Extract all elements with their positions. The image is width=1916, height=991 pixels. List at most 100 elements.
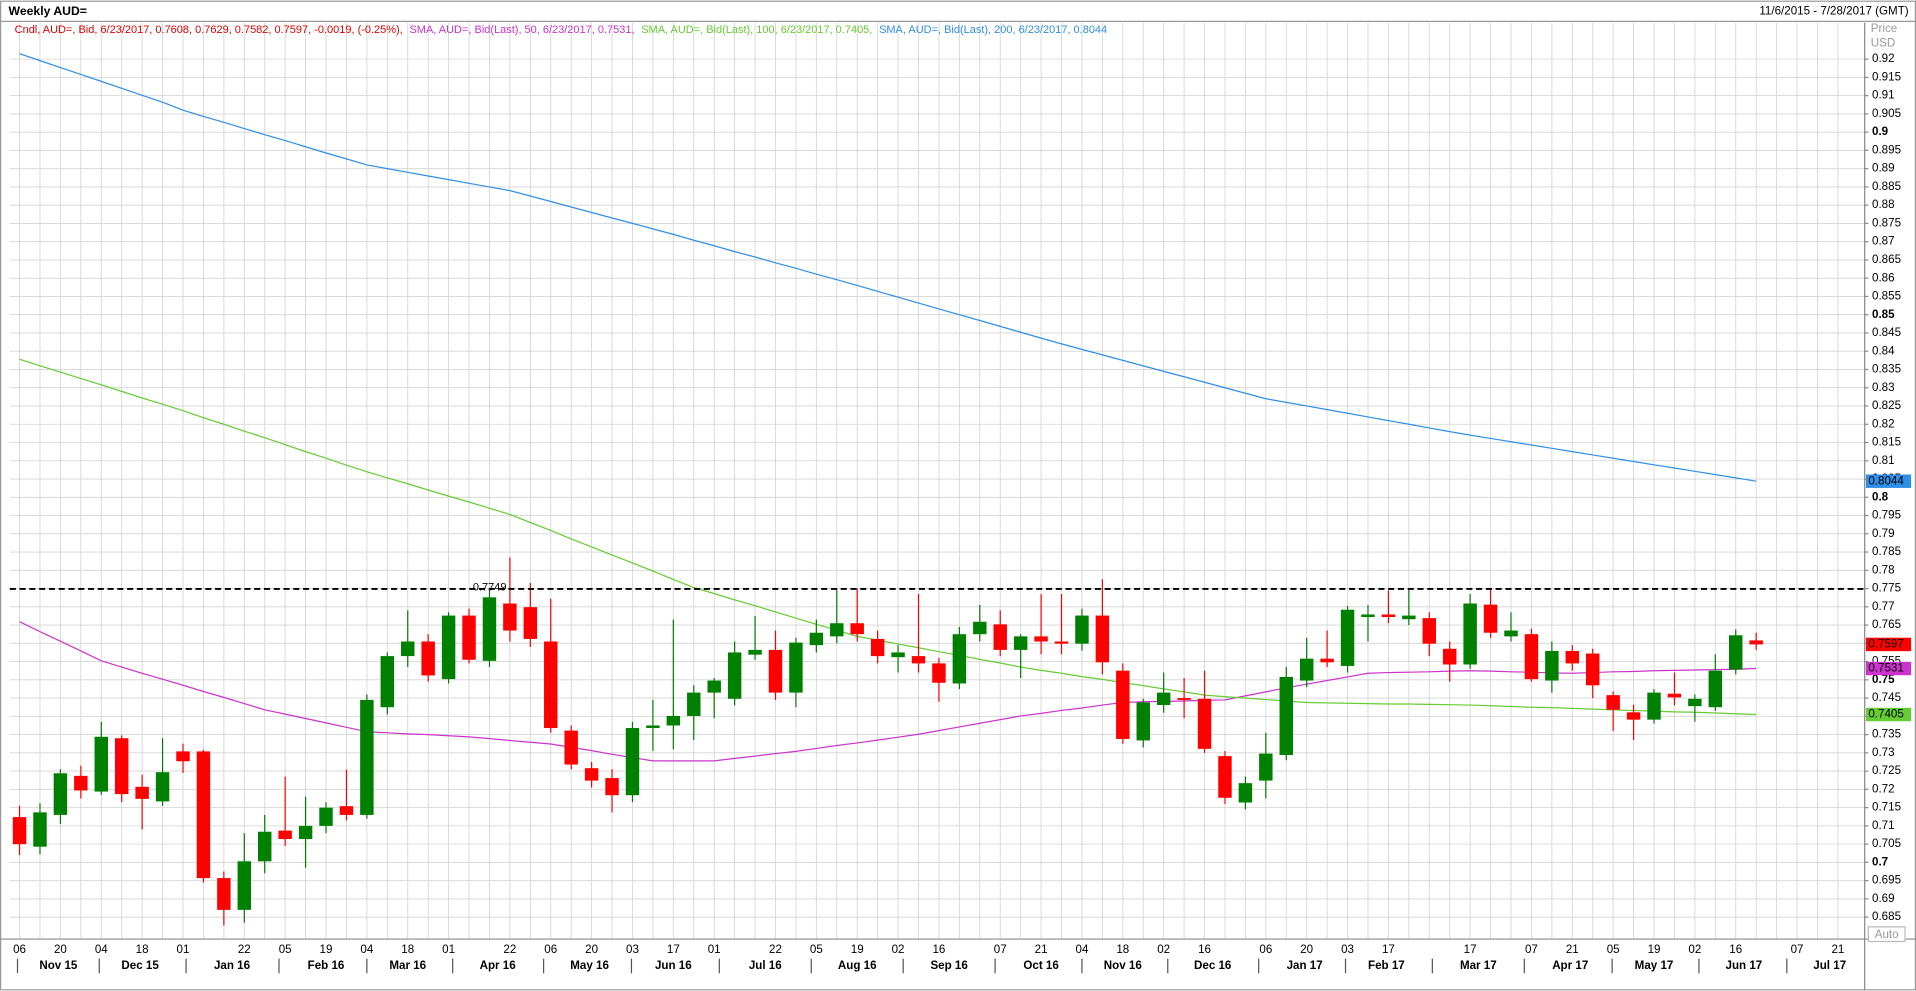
y-tick-label: 0.725: [1872, 764, 1901, 777]
candle-body: [850, 623, 864, 635]
candle-body: [768, 649, 783, 693]
y-tick-label: 0.895: [1872, 143, 1901, 156]
month-label: Nov 15: [39, 959, 78, 972]
month-label: Jul 17: [1813, 959, 1846, 972]
y-tick-label: 0.8: [1872, 490, 1889, 503]
candle-body: [891, 652, 905, 658]
month-label: Jan 16: [214, 959, 251, 972]
candle-body: [1463, 603, 1477, 665]
x-tick-label: 21: [1035, 943, 1048, 956]
level-label: 0.7749: [473, 582, 507, 594]
y-tick-label: 0.9: [1872, 125, 1889, 138]
candle-body: [1136, 702, 1150, 741]
candle-body: [114, 738, 129, 795]
last-value-label: 0.7405: [1868, 708, 1903, 721]
x-tick-label: 05: [1607, 943, 1620, 956]
x-tick-label: 16: [932, 943, 945, 956]
candle-body: [1565, 650, 1580, 664]
x-tick-label: 02: [1157, 943, 1170, 956]
x-tick-label: 04: [95, 943, 108, 956]
x-tick-label: 03: [626, 943, 639, 956]
candle-body: [1177, 698, 1191, 700]
month-label: Apr 17: [1552, 959, 1588, 972]
candle-body: [1075, 615, 1089, 644]
date-range: 11/6/2015 - 7/28/2017 (GMT): [1759, 5, 1908, 18]
candle-body: [870, 638, 885, 657]
axis-mode[interactable]: Auto: [1875, 928, 1899, 941]
x-tick-label: 16: [1729, 943, 1742, 956]
candle-body: [1647, 692, 1661, 720]
x-tick-label: 06: [13, 943, 26, 956]
legend-sma200: SMA, AUD=, Bid(Last), 200, 6/23/2017, 0.…: [879, 24, 1107, 36]
candle-body: [1279, 676, 1293, 756]
candle-body: [1483, 604, 1498, 633]
y-tick-label: 0.81: [1872, 454, 1895, 467]
candle-body: [1320, 658, 1334, 663]
x-tick-label: 19: [851, 943, 864, 956]
candle-body: [1156, 692, 1171, 706]
candle-body: [1442, 648, 1457, 665]
sma-line: [19, 358, 1757, 716]
last-value-tag: [1865, 707, 1912, 722]
auto-button[interactable]: [1867, 926, 1906, 943]
month-label: Jun 17: [1726, 959, 1763, 972]
candle-body: [1381, 614, 1396, 618]
candle-body: [74, 775, 88, 791]
candle-body: [1504, 630, 1518, 637]
x-tick-label: 16: [1198, 943, 1211, 956]
x-tick-label: 07: [994, 943, 1007, 956]
candle-body: [360, 699, 374, 815]
candle-body: [646, 725, 660, 729]
x-tick-label: 07: [1791, 943, 1804, 956]
month-label: Nov 16: [1104, 959, 1143, 972]
month-label: May 16: [570, 959, 609, 972]
candle-body: [278, 830, 292, 840]
sma-lines: [19, 53, 1757, 762]
y-tick-label: 0.92: [1872, 52, 1895, 65]
y-tick-label: 0.88: [1872, 198, 1895, 211]
x-tick-label: 05: [810, 943, 823, 956]
month-label: Apr 16: [480, 959, 517, 972]
candle-body: [584, 768, 599, 781]
candle-body: [544, 641, 558, 729]
last-value-tag: [1865, 661, 1912, 676]
y-tick-label: 0.71: [1872, 819, 1895, 832]
month-label: Dec 15: [121, 959, 159, 972]
y-tick-label: 0.845: [1872, 326, 1901, 339]
y-tick-label: 0.91: [1872, 89, 1895, 102]
x-tick-label: 02: [892, 943, 905, 956]
y-tick-label: 0.79: [1872, 527, 1895, 540]
x-tick-label: 17: [1382, 943, 1395, 956]
candle-body: [237, 861, 252, 910]
y-tick-label: 0.885: [1872, 180, 1901, 193]
y-tick-label: 0.86: [1872, 271, 1895, 284]
candle-body: [380, 656, 395, 708]
y-tick-label: 0.72: [1872, 782, 1895, 795]
y-tick-label: 0.825: [1872, 399, 1901, 412]
candle-body: [462, 615, 476, 660]
candle-body: [33, 812, 47, 847]
candle-body: [993, 624, 1007, 650]
candle-body: [523, 607, 538, 639]
candle-body: [1606, 695, 1620, 710]
y-tick-label: 0.855: [1872, 290, 1901, 303]
candle-body: [176, 751, 190, 762]
x-tick-label: 22: [503, 943, 516, 956]
candle-body: [809, 632, 824, 646]
month-label: Oct 16: [1023, 959, 1059, 972]
month-label: Mar 16: [389, 959, 426, 972]
x-tick-label: 22: [769, 943, 782, 956]
y-tick-label: 0.69: [1872, 892, 1895, 905]
x-tick-label: 19: [1648, 943, 1661, 956]
x-tick-label: 04: [1076, 943, 1089, 956]
candle-body: [830, 623, 844, 637]
month-label: Jan 17: [1287, 959, 1323, 972]
axes: 0.685 0.69 0.695 0.7 0.705 0.71 0.715 0.72 0.725…: [0, 22, 1916, 991]
candle-body: [135, 786, 149, 799]
last-value-tag: [1865, 637, 1912, 652]
x-tick-label: 20: [585, 943, 598, 956]
y-tick-label: 0.795: [1872, 509, 1901, 522]
candle-body: [1688, 698, 1702, 707]
